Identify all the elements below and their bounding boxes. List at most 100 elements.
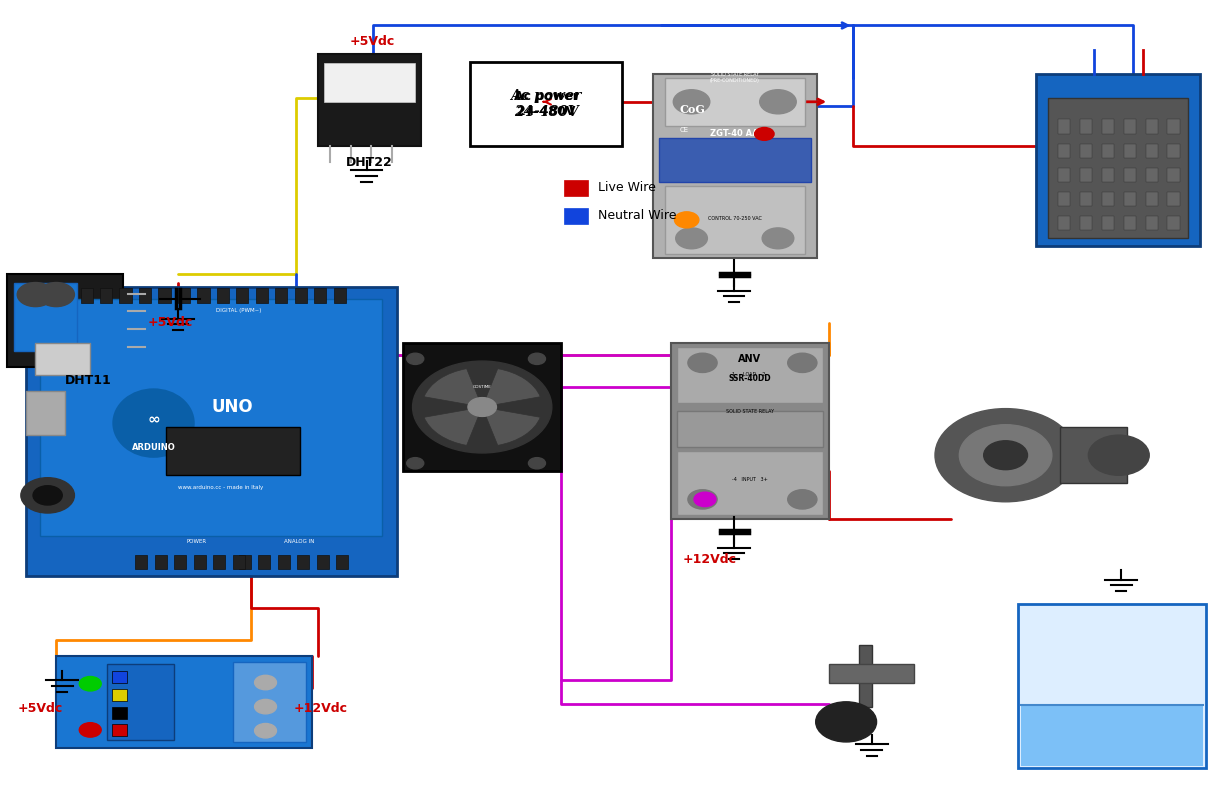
Bar bbox=[334, 288, 345, 302]
Bar bbox=[653, 73, 817, 259]
Circle shape bbox=[959, 425, 1052, 486]
Bar bbox=[233, 663, 306, 742]
Bar bbox=[1102, 143, 1114, 158]
Bar bbox=[325, 63, 415, 102]
Bar bbox=[1102, 216, 1114, 231]
Bar bbox=[135, 555, 148, 569]
Bar bbox=[1124, 168, 1136, 182]
Circle shape bbox=[762, 228, 794, 249]
Bar bbox=[1058, 143, 1070, 158]
Bar bbox=[1146, 216, 1158, 231]
Circle shape bbox=[528, 458, 545, 469]
Text: CE: CE bbox=[680, 127, 688, 133]
Bar bbox=[1080, 168, 1092, 182]
Bar bbox=[677, 451, 824, 516]
Circle shape bbox=[788, 490, 817, 509]
Circle shape bbox=[528, 353, 545, 364]
Bar bbox=[259, 555, 271, 569]
Bar bbox=[112, 671, 127, 683]
Bar bbox=[278, 555, 290, 569]
Circle shape bbox=[412, 361, 551, 453]
Bar bbox=[318, 53, 421, 146]
Bar bbox=[337, 555, 348, 569]
Bar bbox=[1102, 168, 1114, 182]
Text: ANV: ANV bbox=[738, 354, 761, 364]
Bar bbox=[276, 288, 288, 302]
Circle shape bbox=[255, 700, 277, 714]
Bar bbox=[1058, 168, 1070, 182]
Text: SSR-40DD: SSR-40DD bbox=[728, 375, 771, 384]
Bar bbox=[1017, 604, 1207, 768]
Bar bbox=[13, 283, 77, 351]
Bar bbox=[1124, 192, 1136, 206]
Circle shape bbox=[675, 212, 699, 228]
Bar bbox=[859, 645, 872, 708]
Text: Ac power
24-480V: Ac power 24-480V bbox=[510, 89, 582, 119]
Bar bbox=[178, 288, 190, 302]
Bar bbox=[112, 707, 127, 719]
Text: GOSTIME: GOSTIME bbox=[473, 385, 492, 389]
Bar bbox=[1124, 143, 1136, 158]
Ellipse shape bbox=[111, 387, 196, 459]
Wedge shape bbox=[425, 407, 482, 446]
Text: ZGT-40 AA: ZGT-40 AA bbox=[710, 130, 759, 139]
Bar bbox=[1168, 192, 1180, 206]
Text: SOLID STATE RELAY: SOLID STATE RELAY bbox=[726, 409, 773, 413]
Text: CONTROL 70-250 VAC: CONTROL 70-250 VAC bbox=[708, 216, 761, 221]
Bar bbox=[659, 138, 811, 182]
Text: +12Vdc: +12Vdc bbox=[294, 702, 348, 715]
Text: ARDUINO: ARDUINO bbox=[132, 442, 176, 451]
Bar bbox=[665, 186, 805, 255]
Bar bbox=[166, 427, 300, 476]
Circle shape bbox=[760, 89, 797, 114]
Bar bbox=[26, 286, 396, 575]
Circle shape bbox=[1088, 435, 1149, 476]
Bar bbox=[233, 555, 245, 569]
Bar bbox=[107, 664, 174, 741]
Text: -4   INPUT   3+: -4 INPUT 3+ bbox=[732, 477, 767, 482]
Circle shape bbox=[21, 478, 74, 513]
Text: CoG: CoG bbox=[680, 104, 705, 115]
Bar bbox=[1080, 216, 1092, 231]
Bar bbox=[677, 347, 824, 403]
Bar bbox=[1146, 143, 1158, 158]
Bar bbox=[40, 298, 382, 535]
Bar bbox=[35, 343, 90, 375]
Circle shape bbox=[935, 409, 1076, 502]
Circle shape bbox=[816, 702, 877, 742]
Text: SOLID STATE RELAY
(PRE-CONDITIONED): SOLID STATE RELAY (PRE-CONDITIONED) bbox=[710, 73, 760, 83]
Bar bbox=[1080, 119, 1092, 134]
Text: DIGITAL (PWM~): DIGITAL (PWM~) bbox=[216, 308, 261, 314]
Bar bbox=[295, 288, 307, 302]
Text: +5Vdc: +5Vdc bbox=[350, 35, 395, 48]
Bar bbox=[1058, 192, 1070, 206]
Bar bbox=[1146, 119, 1158, 134]
Bar bbox=[315, 288, 327, 302]
Wedge shape bbox=[425, 368, 482, 407]
Bar bbox=[174, 555, 187, 569]
Bar bbox=[198, 288, 210, 302]
Bar bbox=[1080, 192, 1092, 206]
Text: POWER: POWER bbox=[187, 538, 206, 543]
Bar bbox=[112, 689, 127, 701]
Bar bbox=[26, 391, 65, 435]
Bar bbox=[677, 411, 824, 447]
Circle shape bbox=[255, 675, 277, 690]
Bar bbox=[139, 288, 151, 302]
Bar bbox=[214, 555, 226, 569]
Bar bbox=[1060, 427, 1127, 484]
Circle shape bbox=[676, 228, 708, 249]
Bar bbox=[120, 288, 132, 302]
Circle shape bbox=[255, 724, 277, 738]
Circle shape bbox=[406, 458, 423, 469]
Circle shape bbox=[406, 353, 423, 364]
Text: Neutral Wire: Neutral Wire bbox=[598, 210, 676, 222]
Bar bbox=[1036, 73, 1200, 247]
Bar bbox=[100, 288, 112, 302]
Wedge shape bbox=[482, 368, 540, 407]
Bar bbox=[1146, 192, 1158, 206]
Bar bbox=[1058, 216, 1070, 231]
Bar bbox=[1102, 192, 1114, 206]
Circle shape bbox=[688, 353, 717, 372]
Bar bbox=[65, 367, 77, 375]
